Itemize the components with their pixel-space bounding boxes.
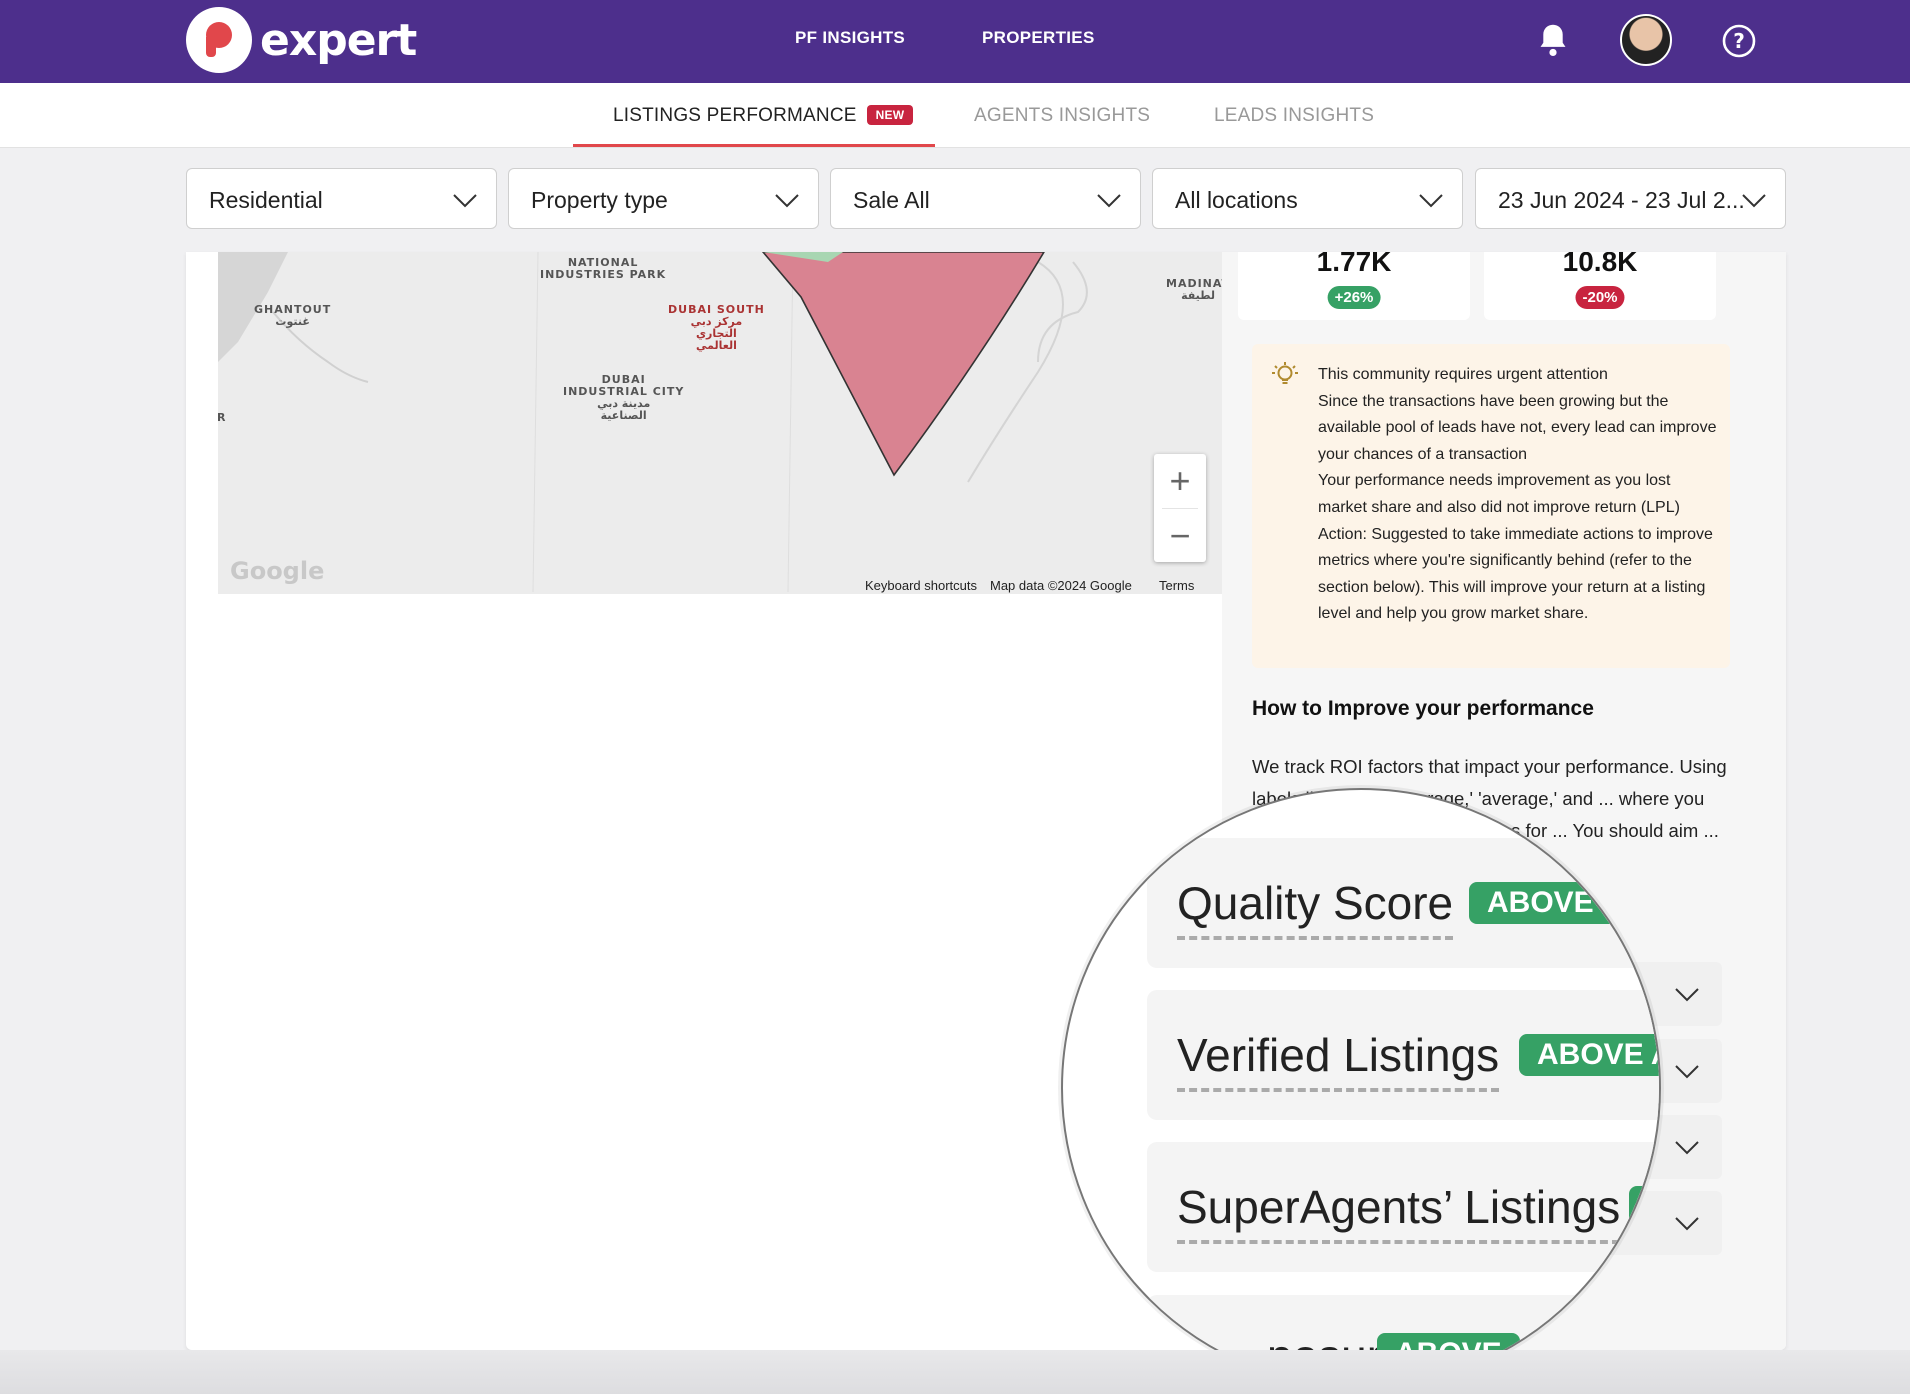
tab-leads-insights[interactable]: LEADS INSIGHTS	[1214, 105, 1375, 126]
stat-card-1: 1.77K +26%	[1238, 252, 1470, 320]
new-badge: NEW	[866, 105, 914, 125]
filter-property-type[interactable]: Property type	[508, 168, 819, 229]
chevron-down-icon	[453, 194, 477, 208]
map-terms-link[interactable]: Terms	[1159, 578, 1195, 593]
lightbulb-icon	[1272, 362, 1298, 384]
nav-properties[interactable]: PROPERTIES	[982, 28, 1095, 47]
chevron-down-icon	[1675, 1217, 1699, 1231]
filter-locations[interactable]: All locations	[1152, 168, 1463, 229]
tab-label: LISTINGS PERFORMANCE	[613, 105, 857, 126]
stat-value: 10.8K	[1562, 252, 1638, 277]
sub-tabs: LISTINGS PERFORMANCE NEW AGENTS INSIGHTS …	[0, 83, 1910, 148]
filter-date-range[interactable]: 23 Jun 2024 - 23 Jul 2...	[1475, 168, 1786, 229]
active-tab-indicator	[573, 144, 935, 147]
zoom-out-button[interactable]: −	[1169, 515, 1191, 556]
stat-value: 1.77K	[1316, 252, 1392, 277]
chevron-down-icon	[1675, 988, 1699, 1002]
zoom-divider	[1162, 508, 1198, 509]
magnified-label: SuperAgents’ Listings	[1177, 1180, 1621, 1244]
chevron-down-icon	[775, 194, 799, 208]
top-navbar: expert PF INSIGHTS PROPERTIES ?	[0, 0, 1910, 83]
magnified-label: Verified Listings	[1177, 1028, 1500, 1092]
map-data-attribution: Map data ©2024 Google	[990, 578, 1132, 593]
map-label-edge: R	[218, 411, 227, 424]
magnified-badge: ABOVE AV	[1519, 1034, 1659, 1076]
page-bottom-shade	[0, 1350, 1910, 1394]
google-logo: Google	[230, 557, 325, 585]
svg-text:?: ?	[1733, 29, 1745, 53]
magnified-row-superagents: SuperAgents’ Listings	[1147, 1142, 1659, 1272]
logo-text: expert	[260, 14, 417, 66]
alert-text: This community requires urgent attention…	[1318, 362, 1718, 628]
stat-card-2: 10.8K -20%	[1484, 252, 1716, 320]
coastline-shape	[218, 252, 288, 362]
dubai-south-area	[761, 252, 1045, 477]
filter-sale-type-value: Sale All	[853, 187, 930, 213]
tab-agents-insights[interactable]: AGENTS INSIGHTS	[974, 105, 1151, 126]
map-label-madinat: MADINAT لطيفة	[1166, 277, 1222, 302]
map-label-ghantout: GHANTOUT غنتوت	[254, 303, 332, 328]
stat-change-badge: +26%	[1327, 286, 1381, 309]
filter-category-value: Residential	[209, 187, 323, 213]
filter-property-type-value: Property type	[531, 187, 668, 213]
magnified-badge: ABOVE A	[1469, 882, 1641, 924]
nav-pf-insights[interactable]: PF INSIGHTS	[795, 28, 906, 47]
map[interactable]: NATIONAL INDUSTRIES PARK GHANTOUT غنتوت …	[218, 252, 1222, 594]
chevron-down-icon	[1097, 194, 1121, 208]
filter-date-range-value: 23 Jun 2024 - 23 Jul 2...	[1498, 187, 1745, 213]
magnified-badge	[1629, 1186, 1659, 1230]
magnified-row-verified-listings: Verified Listings ABOVE AV	[1147, 990, 1659, 1120]
magnifier-lens: Quality Score ABOVE A Verified Listings …	[1061, 788, 1661, 1388]
filter-locations-value: All locations	[1175, 187, 1298, 213]
filter-category[interactable]: Residential	[186, 168, 497, 229]
help-icon[interactable]: ?	[1722, 24, 1756, 58]
stat-change-badge: -20%	[1575, 286, 1625, 309]
chevron-down-icon	[1419, 194, 1443, 208]
magnified-row-quality-score: Quality Score ABOVE A	[1147, 838, 1659, 968]
bell-icon[interactable]	[1536, 22, 1570, 58]
map-label-dubai-south: DUBAI SOUTH مركز دبي التجاري العالمي	[668, 303, 765, 352]
map-zoom-control: + −	[1154, 454, 1206, 562]
alert-line-performance: Your performance needs improvement as yo…	[1318, 472, 1680, 516]
alert-line-headline: This community requires urgent attention	[1318, 366, 1608, 383]
magnifier-content: Quality Score ABOVE A Verified Listings …	[1063, 790, 1659, 1386]
map-keyboard-shortcuts-link[interactable]: Keyboard shortcuts	[865, 578, 978, 593]
magnified-label: Quality Score	[1177, 876, 1454, 940]
chevron-down-icon	[1675, 1141, 1699, 1155]
avatar[interactable]	[1620, 14, 1672, 66]
tab-listings-performance[interactable]: LISTINGS PERFORMANCE NEW	[613, 105, 914, 127]
chevron-down-icon	[1675, 1065, 1699, 1079]
alert-line-action: Action: Suggested to take immediate acti…	[1318, 525, 1713, 623]
logo-mark-icon	[186, 7, 252, 73]
map-label-national-industries: NATIONAL INDUSTRIES PARK	[540, 256, 667, 281]
how-to-improve-title: How to Improve your performance	[1252, 697, 1594, 720]
map-label-dubai-industrial-city: DUBAI INDUSTRIAL CITY مدينة دبي الصناعية	[563, 373, 685, 422]
expert-logo[interactable]: expert	[186, 7, 417, 73]
zoom-in-button[interactable]: +	[1169, 460, 1191, 501]
chevron-down-icon	[1742, 194, 1766, 208]
map-canvas	[218, 252, 1222, 594]
filter-sale-type[interactable]: Sale All	[830, 168, 1141, 229]
attention-alert: This community requires urgent attention…	[1252, 344, 1730, 668]
alert-line-reason: Since the transactions have been growing…	[1318, 392, 1717, 463]
